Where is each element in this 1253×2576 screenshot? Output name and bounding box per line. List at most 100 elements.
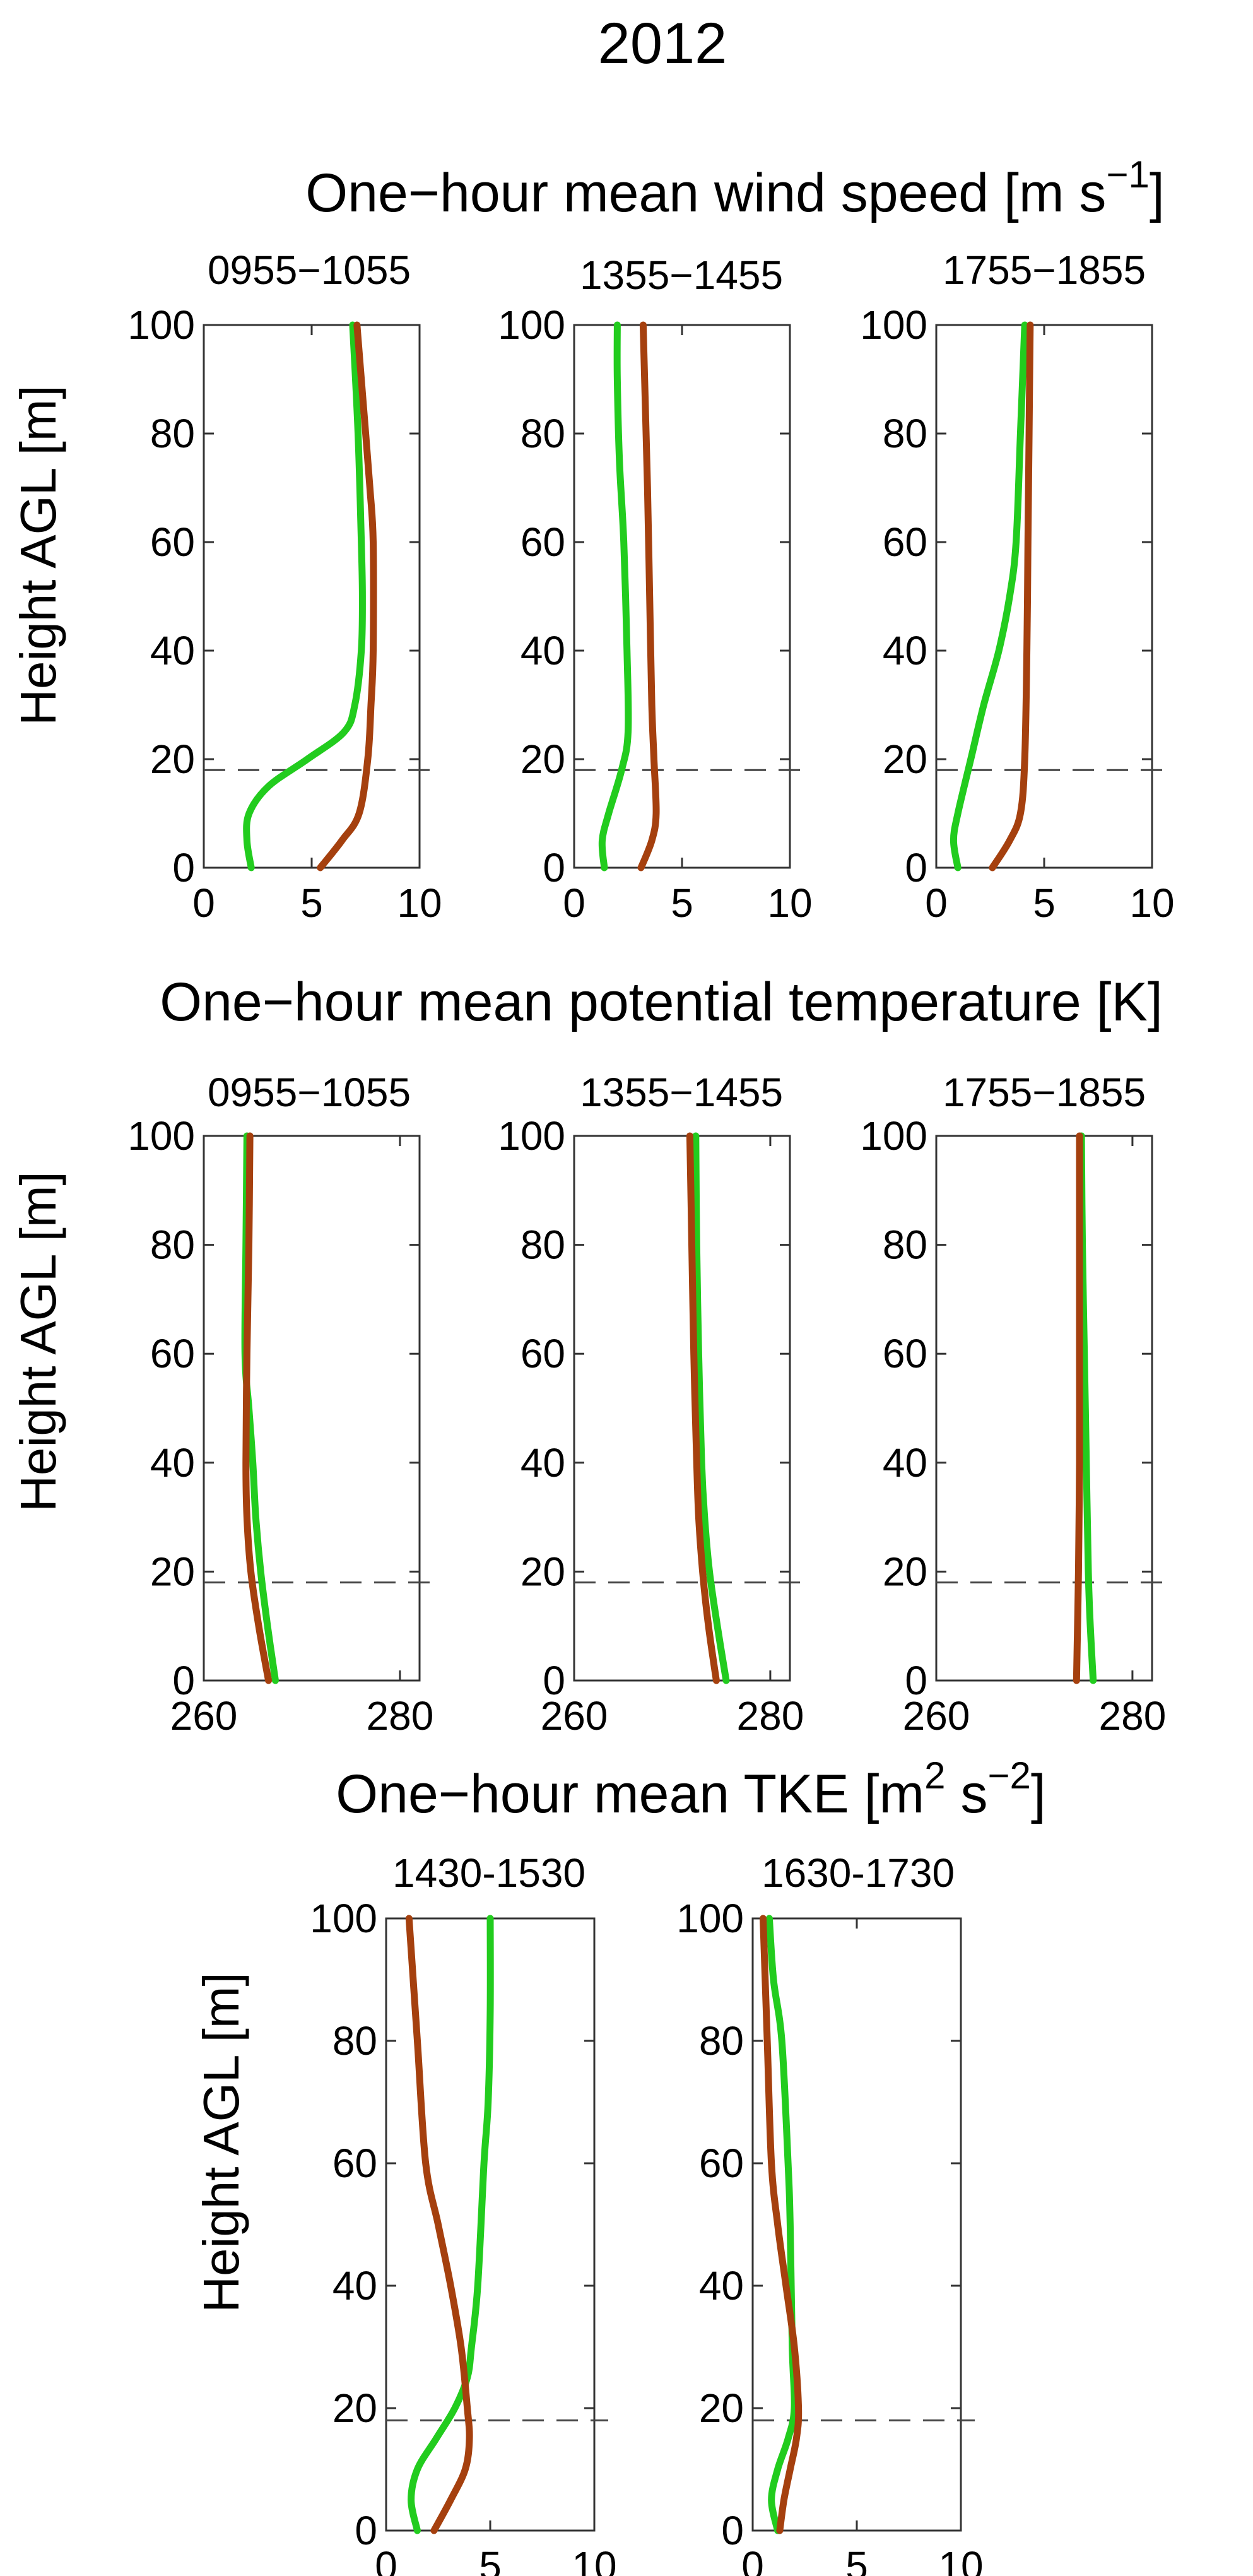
y-tick-label: 0 [355, 2508, 377, 2553]
y-tick-label: 80 [699, 2018, 744, 2064]
y-tick-label: 60 [699, 2141, 744, 2186]
plot-frame [573, 1135, 791, 1682]
x-tick-label: 10 [572, 2543, 616, 2576]
y-tick-label: 0 [172, 1658, 195, 1703]
y-tick-label: 40 [150, 1440, 195, 1486]
panel-title: 1430-1530 [392, 1850, 585, 1896]
x-tick-label: 0 [925, 880, 948, 926]
x-tick-label: 0 [563, 880, 585, 926]
y-tick-label: 20 [521, 736, 565, 782]
y-tick-label: 60 [521, 519, 565, 565]
y-axis-label-row2: Height AGL [m] [10, 1171, 66, 1512]
x-tick-label: 280 [737, 1693, 804, 1739]
y-tick-label: 60 [883, 1331, 927, 1376]
series-line-brown [1073, 1132, 1083, 1684]
x-tick-label: 260 [541, 1693, 608, 1739]
y-tick-label: 20 [883, 1549, 927, 1594]
y-tick-label: 100 [127, 302, 195, 348]
y-axis-label-row3: Height AGL [m] [193, 1972, 249, 2313]
panel-tke-1630-1730: 1630-1730 0 20 40 60 80 100 0 5 10 [676, 1850, 983, 2576]
y-tick-label: 20 [699, 2385, 744, 2431]
y-tick-label: 80 [150, 1222, 195, 1268]
y-tick-label: 60 [883, 519, 927, 565]
y-tick-label: 60 [150, 519, 195, 565]
y-tick-label: 100 [860, 1113, 927, 1159]
panel-temp-1355-1455: 1355−1455 0 20 40 60 80 100 260 280 [498, 1070, 804, 1739]
x-tick-label: 10 [1129, 880, 1174, 926]
y-tick-label: 0 [543, 845, 565, 890]
y-tick-label: 60 [332, 2141, 377, 2186]
panel-title: 1755−1855 [943, 247, 1146, 293]
y-tick-label: 0 [721, 2508, 744, 2553]
x-tick-label: 0 [741, 2543, 764, 2576]
y-tick-label: 40 [883, 1440, 927, 1486]
x-tick-label: 5 [845, 2543, 868, 2576]
plot-frame [203, 1135, 421, 1682]
panel-title: 1355−1455 [580, 252, 783, 298]
row-title-tke: One−hour mean TKE [m2 s−2] [336, 1754, 1046, 1824]
series-line-brown [242, 1132, 273, 1684]
y-tick-label: 80 [332, 2018, 377, 2064]
row-title-temperature: One−hour mean potential temperature [K] [160, 972, 1163, 1032]
y-tick-label: 40 [883, 628, 927, 673]
series-line-brown [637, 321, 660, 871]
y-tick-label: 40 [332, 2263, 377, 2308]
y-tick-label: 20 [332, 2385, 377, 2431]
y-tick-label: 80 [883, 411, 927, 456]
plot-frame [573, 324, 791, 869]
plot-frame [751, 1917, 962, 2532]
series-line-green [408, 1915, 494, 2534]
series-line-brown [989, 321, 1034, 871]
x-tick-label: 5 [1033, 880, 1056, 926]
panel-temp-0955-1055: 0955−1055 0 20 40 60 80 100 260 280 [127, 1070, 433, 1739]
y-tick-label: 100 [310, 1896, 377, 1941]
series-line-brown [760, 1915, 803, 2534]
panel-title: 1630-1730 [762, 1850, 955, 1896]
series-line-green [950, 321, 1028, 871]
x-tick-label: 260 [170, 1693, 238, 1739]
x-tick-label: 5 [671, 880, 693, 926]
panel-wind-1755-1855: 1755−1855 0 20 40 60 80 100 0 5 10 [860, 247, 1174, 926]
y-tick-label: 0 [543, 1658, 565, 1703]
y-tick-label: 80 [883, 1222, 927, 1268]
plot-frame [935, 324, 1153, 869]
series-line-brown [686, 1132, 720, 1684]
panel-title: 0955−1055 [208, 247, 411, 293]
figure-title: 2012 [598, 11, 727, 76]
series-line-green [765, 1915, 798, 2534]
panel-wind-1355-1455: 1355−1455 0 20 40 60 80 100 0 5 10 [498, 252, 812, 926]
x-tick-label: 10 [397, 880, 442, 926]
series-line-brown [405, 1915, 473, 2534]
series-line-brown [317, 321, 377, 871]
panel-temp-1755-1855: 1755−1855 0 20 40 60 80 100 260 280 [860, 1070, 1166, 1739]
row-title-wind: One−hour mean wind speed [m s−1] [305, 153, 1165, 223]
y-tick-label: 100 [498, 1113, 565, 1159]
panel-wind-0955-1055: 0955−1055 0 20 40 60 80 100 0 5 10 [127, 247, 442, 926]
x-tick-label: 0 [192, 880, 215, 926]
y-tick-label: 40 [699, 2263, 744, 2308]
plot-frame [203, 324, 421, 869]
y-tick-label: 20 [150, 1549, 195, 1594]
x-tick-label: 280 [367, 1693, 434, 1739]
x-tick-label: 10 [767, 880, 812, 926]
x-tick-label: 5 [300, 880, 323, 926]
y-tick-label: 0 [905, 1658, 927, 1703]
y-tick-label: 20 [521, 1549, 565, 1594]
y-tick-label: 0 [905, 845, 927, 890]
y-tick-label: 40 [521, 1440, 565, 1486]
x-tick-label: 260 [903, 1693, 970, 1739]
series-line-green [692, 1132, 730, 1684]
y-tick-label: 60 [150, 1331, 195, 1376]
y-tick-label: 80 [521, 411, 565, 456]
x-tick-label: 280 [1099, 1693, 1167, 1739]
y-tick-label: 20 [883, 736, 927, 782]
series-line-green [243, 321, 366, 871]
y-tick-label: 100 [498, 302, 565, 348]
y-tick-label: 100 [860, 302, 927, 348]
x-tick-label: 5 [479, 2543, 502, 2576]
x-tick-label: 0 [375, 2543, 397, 2576]
panel-title: 1355−1455 [580, 1070, 783, 1115]
x-tick-label: 10 [938, 2543, 983, 2576]
y-tick-label: 40 [150, 628, 195, 673]
